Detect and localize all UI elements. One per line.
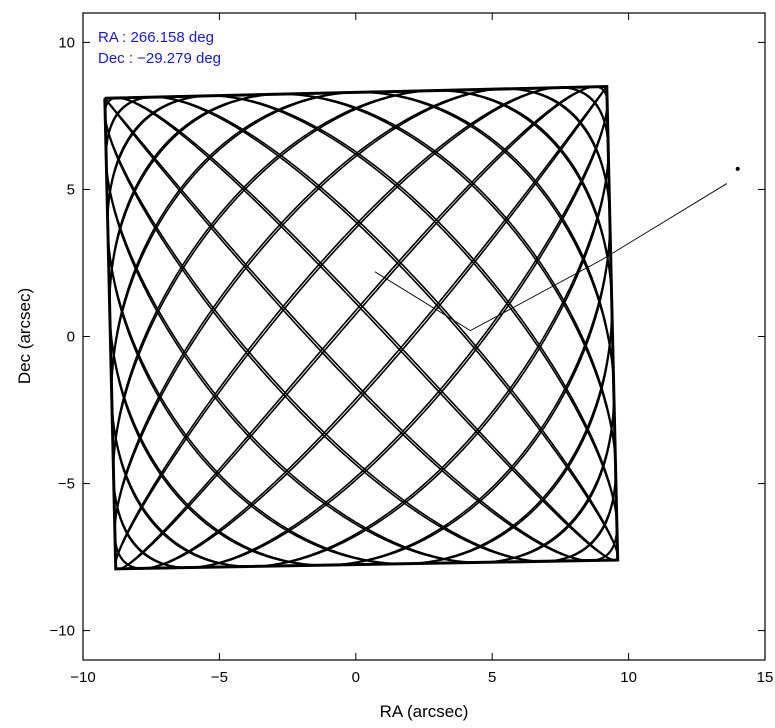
x-tick-label: 5 (488, 669, 496, 686)
x-tick-label: 15 (757, 669, 774, 686)
x-axis-label: RA (arcsec) (380, 702, 469, 721)
ra-annotation: RA : 266.158 deg (98, 29, 214, 46)
scan-raster-line (104, 85, 619, 570)
scan-boundary (103, 84, 620, 571)
y-tick-label: 0 (67, 329, 75, 346)
x-tick-label: 10 (620, 669, 637, 686)
y-tick-label: −5 (58, 476, 75, 493)
slew-track-line (374, 183, 728, 332)
dec-annotation: Dec : −29.279 deg (98, 50, 221, 67)
x-tick-label: 0 (352, 669, 360, 686)
scan-series (103, 84, 740, 571)
y-tick-label: −10 (50, 623, 75, 640)
y-tick-label: 10 (58, 34, 75, 51)
isolated-point (735, 166, 740, 171)
x-tick-label: −5 (211, 669, 228, 686)
y-axis-label: Dec (arcsec) (15, 288, 34, 384)
x-tick-label: −10 (70, 669, 95, 686)
y-tick-label: 5 (67, 181, 75, 198)
axis-ticks: −10 −5 0 5 10 15 −10 −5 0 5 10 (50, 13, 774, 686)
